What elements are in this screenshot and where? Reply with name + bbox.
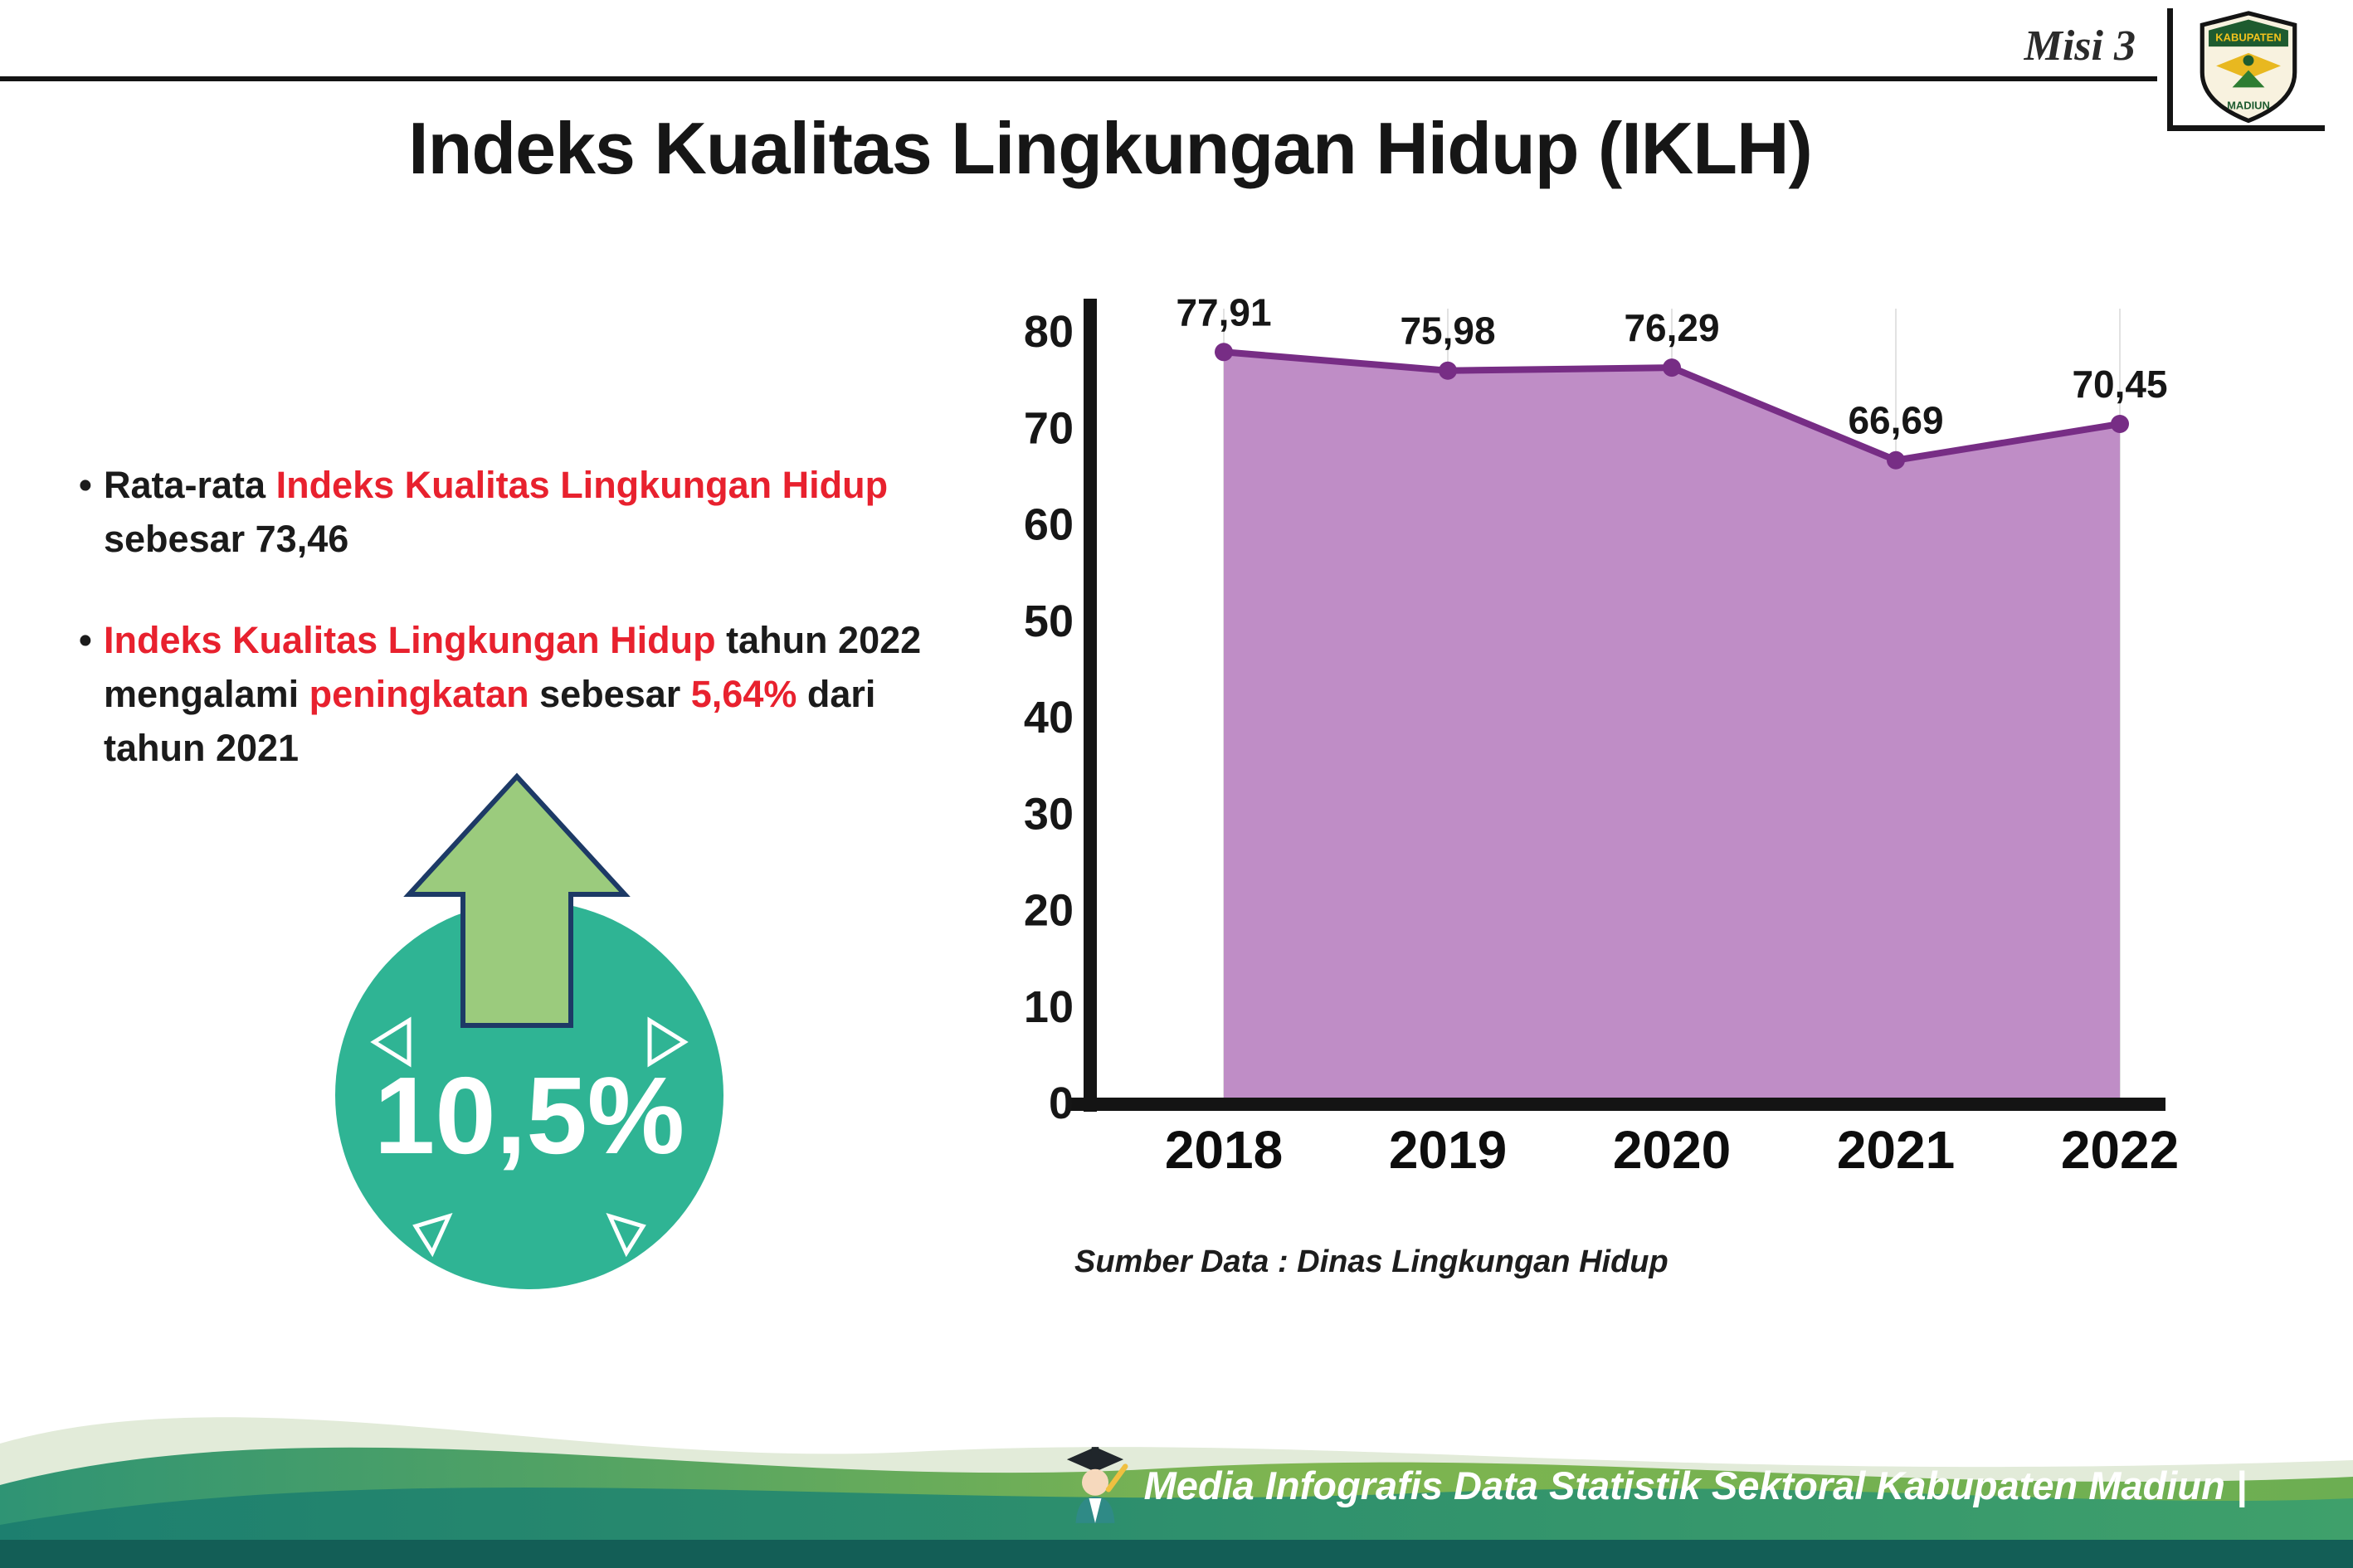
chart-area: 77,91 75,98 76,29 66,69 70,45 0 10 20 30 40 50 60 70… (987, 274, 2199, 1215)
bullet-marker: • (79, 464, 92, 506)
triangle-left-icon (370, 1016, 412, 1068)
value-label: 75,98 (1400, 309, 1495, 353)
y-tick-label: 10 (1024, 982, 1074, 1032)
chart-source: Sumber Data : Dinas Lingkungan Hidup (1074, 1244, 1669, 1279)
header-rule (0, 76, 2157, 81)
badge-circle (335, 901, 723, 1289)
bullet2-highlight-3: 5,64% (690, 672, 797, 715)
y-tick-label: 80 (1024, 307, 1074, 357)
mascot-icon (1066, 1447, 1128, 1523)
logo-bottom-text: MADIUN (2227, 99, 2270, 111)
misi-label: Misi 3 (2024, 22, 2136, 70)
y-axis (1084, 299, 1097, 1112)
data-point (2111, 415, 2129, 434)
bullet1-text-2: sebesar 73,46 (104, 518, 349, 561)
triangle-bottom-left-icon (412, 1213, 453, 1258)
page-title: Indeks Kualitas Lingkungan Hidup (IKLH) (408, 107, 1813, 189)
logo-frame: KABUPATEN MADIUN (2167, 8, 2325, 131)
y-tick-label: 0 (1049, 1079, 1074, 1128)
data-point (1663, 358, 1681, 377)
bullet-increase: • Indeks Kualitas Lingkungan Hidup tahun … (79, 613, 958, 776)
iklh-chart: 77,91 75,98 76,29 66,69 70,45 0 10 20 30 40 50 60 70… (1024, 290, 2179, 1180)
x-tick-label: 2018 (1165, 1120, 1283, 1180)
footer-bottom-strip (0, 1540, 2353, 1568)
footer-waves (0, 1417, 2353, 1568)
data-point (1215, 343, 1233, 362)
x-axis (1070, 1098, 2165, 1111)
bullet-average: • Rata-rata Indeks Kualitas Lingkungan Hi… (79, 458, 958, 567)
bullet1-highlight: Indeks Kualitas Lingkungan Hidup (275, 464, 889, 506)
bullet2-text-2: sebesar (529, 672, 691, 715)
kabupaten-madiun-logo: KABUPATEN MADIUN (2200, 11, 2297, 124)
y-tick-label: 50 (1024, 597, 1074, 646)
value-label: 76,29 (1624, 306, 1719, 349)
footer-caption: Media Infografis Data Statistik Sektoral… (1060, 1445, 2247, 1525)
y-tick-label: 70 (1024, 403, 1074, 453)
growth-badge: 10,5% (309, 762, 749, 1322)
triangle-bottom-right-icon (606, 1213, 646, 1258)
up-arrow-icon (403, 772, 631, 1028)
y-tick-label: 30 (1024, 789, 1074, 839)
y-tick-label: 20 (1024, 886, 1074, 936)
x-tick-label: 2021 (1837, 1120, 1955, 1180)
area-fill (1224, 352, 2120, 1100)
logo-mountain (2232, 70, 2265, 88)
value-label: 77,91 (1176, 290, 1271, 334)
bullet-marker: • (79, 618, 92, 661)
bullet2-highlight-1: Indeks Kualitas Lingkungan Hidup (104, 618, 716, 661)
badge-value: 10,5% (374, 1054, 684, 1176)
triangle-right-icon (647, 1016, 689, 1068)
value-label: 66,69 (1848, 399, 1943, 442)
bullet2-highlight-2: peningkatan (309, 672, 529, 715)
footer-caption-text: Media Infografis Data Statistik Sektoral… (1143, 1463, 2247, 1507)
value-label: 70,45 (2072, 363, 2167, 406)
y-tick-label: 40 (1024, 693, 1074, 743)
x-tick-label: 2022 (2061, 1120, 2179, 1180)
bullet1-text: Rata-rata (104, 464, 276, 506)
logo-center-emblem (2243, 55, 2254, 66)
x-tick-label: 2020 (1613, 1120, 1731, 1180)
summary-bullets: • Rata-rata Indeks Kualitas Lingkungan Hi… (79, 458, 958, 821)
logo-top-text: KABUPATEN (2215, 32, 2281, 44)
data-point (1887, 450, 1905, 470)
bullet2-text-1: tahun 2022 mengalami (104, 618, 922, 715)
y-tick-label: 60 (1024, 500, 1074, 550)
growth-badge-graphic: 10,5% (335, 772, 723, 1289)
bullet2-text-3: dari tahun 2021 (104, 672, 876, 769)
x-tick-label: 2019 (1389, 1120, 1507, 1180)
data-point (1439, 361, 1457, 380)
logo-shield-top (2209, 19, 2288, 47)
